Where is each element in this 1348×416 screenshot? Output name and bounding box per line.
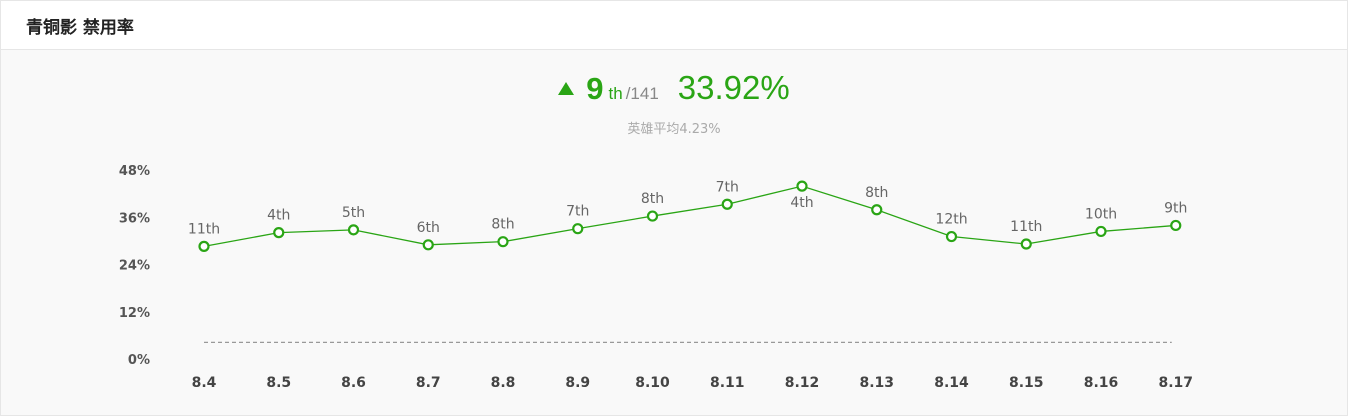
rank-total: /141	[625, 84, 659, 103]
data-point	[497, 236, 509, 248]
data-point	[1020, 238, 1032, 250]
rank-suffix: th	[608, 84, 623, 103]
data-point-rank-label: 8th	[865, 185, 888, 201]
y-tick-label: 0%	[128, 353, 150, 368]
data-point-rank-label: 9th	[1164, 200, 1187, 216]
data-point-rank-label: 10th	[1085, 206, 1117, 222]
data-point	[646, 210, 659, 222]
data-point-rank-label: 12th	[935, 212, 967, 228]
data-point-rank-label: 5th	[342, 205, 365, 221]
x-tick-label: 8.15	[1009, 375, 1044, 391]
y-tick-label: 48%	[119, 164, 150, 179]
data-point	[198, 240, 210, 252]
ban-rate-value: 33.92%	[677, 69, 790, 106]
data-point-rank-label: 11th	[188, 221, 220, 237]
y-tick-label: 12%	[119, 306, 150, 321]
x-tick-label: 8.14	[934, 375, 969, 391]
data-point	[347, 224, 360, 236]
data-point-rank-label: 4th	[790, 195, 813, 211]
rank-number: 9	[586, 71, 604, 106]
data-point	[572, 223, 584, 235]
panel-header: 青铜影 禁用率	[1, 1, 1347, 50]
y-tick-label: 24%	[119, 259, 150, 274]
ban-rate-series-line	[203, 185, 1176, 248]
panel-title: 青铜影 禁用率	[26, 17, 134, 38]
data-point	[945, 230, 958, 243]
x-tick-label: 8.4	[192, 375, 217, 391]
hero-average: 英雄平均4.23%	[627, 122, 721, 137]
data-point	[273, 227, 285, 239]
data-point	[1095, 225, 1107, 238]
data-point-rank-label: 8th	[641, 191, 664, 207]
data-point-rank-label: 11th	[1010, 219, 1042, 235]
rank-summary: 9 th /141 33.92%	[1, 69, 1347, 107]
data-point	[422, 239, 434, 251]
data-point	[796, 180, 808, 192]
x-tick-label: 8.9	[565, 375, 590, 391]
x-tick-label: 8.5	[266, 375, 291, 391]
data-point-rank-label: 6th	[417, 220, 440, 236]
x-tick-label: 8.13	[859, 375, 894, 391]
x-tick-label: 8.10	[635, 375, 670, 391]
data-point-rank-label: 4th	[267, 208, 290, 224]
x-tick-label: 8.6	[341, 375, 366, 391]
trend-up-icon	[558, 82, 575, 95]
x-tick-label: 8.11	[710, 375, 745, 391]
x-tick-label: 8.8	[491, 375, 516, 391]
data-point-rank-label: 8th	[491, 217, 514, 233]
data-point-rank-label: 7th	[566, 204, 589, 220]
data-point	[721, 198, 733, 210]
x-tick-label: 8.16	[1084, 375, 1119, 391]
y-tick-label: 36%	[119, 211, 150, 226]
data-point	[1170, 219, 1182, 232]
data-point-rank-label: 7th	[716, 179, 739, 195]
x-tick-label: 8.17	[1158, 375, 1193, 391]
data-point	[871, 204, 883, 216]
x-tick-label: 8.12	[785, 375, 820, 391]
x-tick-label: 8.7	[416, 375, 441, 391]
